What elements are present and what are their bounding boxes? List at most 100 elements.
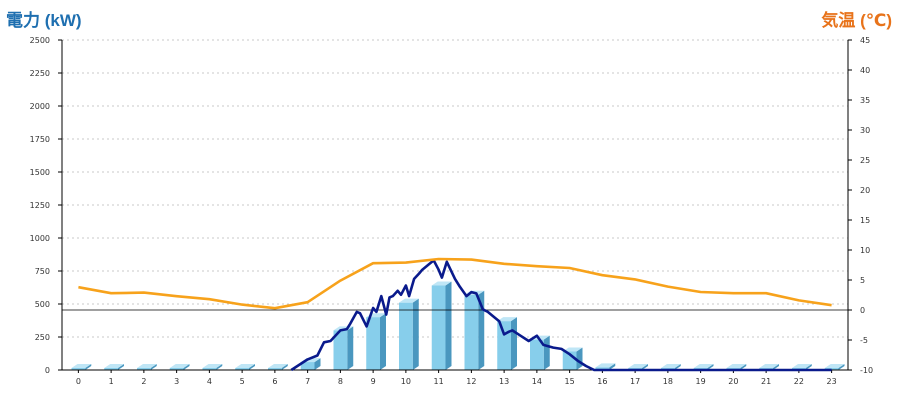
left-tick-label: 1250 — [30, 201, 50, 210]
right-tick-label: -5 — [860, 336, 868, 345]
x-tick-label: 15 — [565, 377, 575, 386]
x-tick-label: 13 — [499, 377, 509, 386]
x-tick-label: 10 — [401, 377, 411, 386]
bar-side — [674, 364, 681, 370]
bar — [333, 330, 348, 370]
bar-top — [398, 298, 419, 303]
x-tick-label: 14 — [532, 377, 542, 386]
bar-top — [235, 364, 256, 368]
right-tick-label: 20 — [860, 186, 870, 195]
bar-side — [576, 347, 583, 370]
bar-top — [104, 364, 125, 368]
bar-side — [281, 364, 288, 370]
bar-side — [642, 364, 649, 370]
left-tick-label: 500 — [35, 300, 50, 309]
right-tick-label: 30 — [860, 126, 870, 135]
bar-side — [609, 363, 616, 370]
bar-side — [85, 364, 92, 370]
bar-side — [118, 364, 125, 370]
left-tick-label: 2250 — [30, 69, 50, 78]
bar-side — [150, 364, 157, 370]
bar-top — [693, 364, 714, 368]
right-tick-label: 10 — [860, 246, 870, 255]
x-tick-label: 19 — [696, 377, 706, 386]
bar — [431, 285, 446, 370]
right-tick-label: 35 — [860, 96, 870, 105]
bar — [497, 321, 512, 370]
bar-top — [267, 364, 288, 368]
bar — [71, 368, 86, 370]
x-tick-label: 1 — [109, 377, 114, 386]
bar — [824, 368, 839, 370]
bar-top — [759, 364, 780, 368]
bar-top — [169, 364, 190, 368]
bar — [464, 294, 479, 370]
bar-side — [511, 317, 518, 370]
left-tick-label: 1500 — [30, 168, 50, 177]
x-tick-label: 7 — [305, 377, 310, 386]
bar — [595, 367, 610, 370]
bar-side — [216, 364, 223, 370]
x-tick-label: 22 — [794, 377, 804, 386]
left-tick-label: 750 — [35, 267, 50, 276]
right-tick-label: 15 — [860, 216, 870, 225]
x-tick-label: 17 — [630, 377, 640, 386]
bar-side — [543, 335, 550, 370]
x-tick-label: 8 — [338, 377, 343, 386]
bar-side — [314, 358, 321, 370]
bar — [136, 368, 151, 370]
bar-top — [628, 364, 649, 368]
left-tick-label: 2000 — [30, 102, 50, 111]
bar-side — [445, 281, 452, 370]
bar-top — [71, 364, 92, 368]
left-axis-title: 電力 (kW) — [6, 11, 82, 30]
right-tick-label: 25 — [860, 156, 870, 165]
x-tick-label: 18 — [663, 377, 673, 386]
left-tick-label: 1750 — [30, 135, 50, 144]
bar-side — [740, 364, 747, 370]
bar — [267, 368, 282, 370]
x-tick-label: 20 — [728, 377, 738, 386]
left-tick-label: 0 — [45, 366, 50, 375]
x-tick-label: 2 — [141, 377, 146, 386]
bar — [202, 368, 217, 370]
bar-top — [660, 364, 681, 368]
temperature-line — [78, 257, 832, 310]
bar-side — [183, 364, 190, 370]
bar-side — [773, 364, 780, 370]
left-tick-label: 2500 — [30, 36, 50, 45]
bar-top — [595, 363, 616, 368]
bar-top — [431, 281, 452, 286]
x-tick-label: 16 — [597, 377, 607, 386]
right-axis-title: 気温 (℃) — [821, 11, 892, 30]
x-tick-label: 23 — [827, 377, 837, 386]
bar — [104, 368, 119, 370]
right-tick-label: -10 — [860, 366, 873, 375]
x-tick-label: 6 — [272, 377, 277, 386]
x-tick-label: 5 — [240, 377, 245, 386]
bar-top — [562, 347, 583, 352]
x-tick-label: 12 — [466, 377, 476, 386]
x-tick-label: 11 — [434, 377, 444, 386]
left-tick-label: 1000 — [30, 234, 50, 243]
bar-side — [249, 364, 256, 370]
bar — [398, 302, 413, 370]
bar — [366, 317, 381, 370]
bar — [169, 368, 184, 370]
bar-top — [136, 364, 157, 368]
bar-side — [805, 364, 812, 370]
bar-top — [791, 364, 812, 368]
bar — [529, 339, 544, 370]
bar-side — [412, 298, 419, 370]
bar-top — [726, 364, 747, 368]
bar-top — [202, 364, 223, 368]
right-tick-label: 45 — [860, 36, 870, 45]
x-tick-label: 4 — [207, 377, 212, 386]
x-tick-label: 0 — [76, 377, 81, 386]
left-tick-label: 250 — [35, 333, 50, 342]
right-tick-label: 0 — [860, 306, 865, 315]
right-tick-label: 5 — [860, 276, 865, 285]
right-tick-label: 40 — [860, 66, 870, 75]
